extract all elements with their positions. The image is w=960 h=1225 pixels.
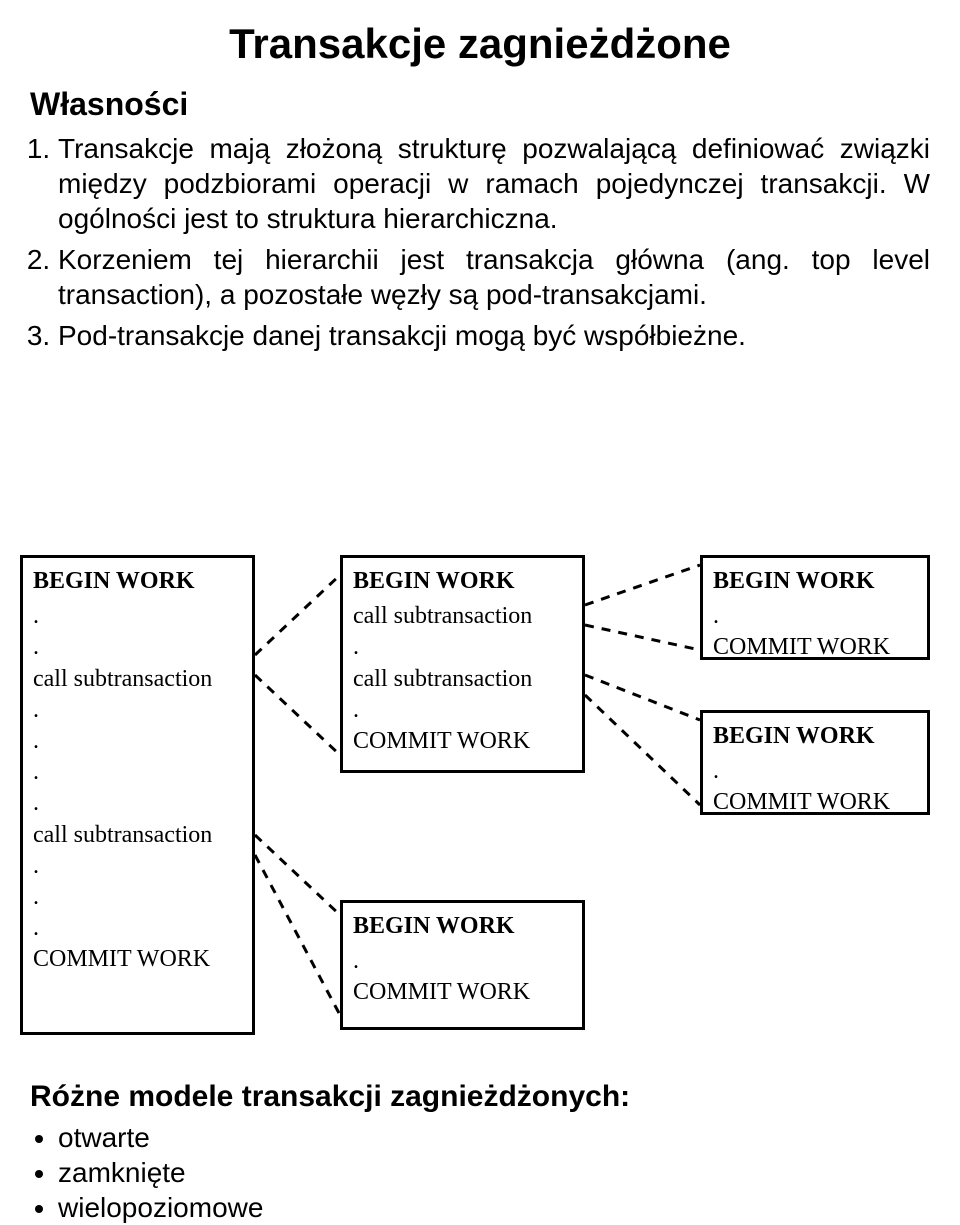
model-item: zamknięte	[58, 1155, 263, 1190]
box-line: .	[33, 913, 242, 944]
property-item: Pod-transakcje danej transakcji mogą być…	[58, 318, 930, 353]
diagram: BEGIN WORK..call subtransaction....call …	[20, 555, 940, 1075]
page: Transakcje zagnieżdżone Własności Transa…	[0, 0, 960, 1222]
box-line: COMMIT WORK	[33, 944, 242, 975]
box-line: BEGIN WORK	[713, 566, 917, 597]
box-line: .	[353, 695, 572, 726]
diagram-edge	[255, 855, 340, 1015]
property-item: Korzeniem tej hierarchii jest transakcja…	[58, 242, 930, 312]
box-line: .	[33, 632, 242, 663]
box-line: COMMIT WORK	[713, 632, 917, 663]
model-item: otwarte	[58, 1120, 263, 1155]
box-line: .	[33, 726, 242, 757]
models-heading: Różne modele transakcji zagnieżdżonych:	[30, 1080, 630, 1114]
diagram-edge	[255, 575, 340, 655]
transaction-box: BEGIN WORK.COMMIT WORK	[700, 710, 930, 815]
box-line: BEGIN WORK	[353, 911, 572, 942]
box-line: .	[353, 946, 572, 977]
transaction-box: BEGIN WORKcall subtransaction.call subtr…	[340, 555, 585, 773]
box-line: BEGIN WORK	[353, 566, 572, 597]
transaction-box: BEGIN WORK.COMMIT WORK	[700, 555, 930, 660]
box-line: .	[713, 756, 917, 787]
box-line: COMMIT WORK	[353, 977, 572, 1008]
box-line: .	[33, 757, 242, 788]
models-list: otwarte zamknięte wielopoziomowe	[30, 1120, 263, 1225]
transaction-box: BEGIN WORK..call subtransaction....call …	[20, 555, 255, 1035]
model-item: wielopoziomowe	[58, 1190, 263, 1225]
page-title: Transakcje zagnieżdżone	[30, 20, 930, 68]
box-line: .	[33, 695, 242, 726]
transaction-box: BEGIN WORK.COMMIT WORK	[340, 900, 585, 1030]
box-line: .	[713, 601, 917, 632]
box-line: call subtransaction	[33, 820, 242, 851]
diagram-edge	[585, 625, 700, 650]
box-line: call subtransaction	[353, 601, 572, 632]
box-line: BEGIN WORK	[33, 566, 242, 597]
box-line: .	[33, 788, 242, 819]
property-item: Transakcje mają złożoną strukturę pozwal…	[58, 131, 930, 236]
box-line: COMMIT WORK	[353, 726, 572, 757]
box-line: call subtransaction	[33, 664, 242, 695]
box-line: COMMIT WORK	[713, 787, 917, 818]
box-line: BEGIN WORK	[713, 721, 917, 752]
box-line: .	[33, 882, 242, 913]
diagram-edge	[255, 835, 340, 915]
diagram-edge	[585, 565, 700, 605]
properties-list: Transakcje mają złożoną strukturę pozwal…	[30, 131, 930, 353]
box-line: call subtransaction	[353, 664, 572, 695]
box-line: .	[33, 601, 242, 632]
diagram-edge	[255, 675, 340, 755]
box-line: .	[33, 851, 242, 882]
diagram-edge	[585, 695, 700, 805]
box-line: .	[353, 632, 572, 663]
properties-heading: Własności	[30, 86, 930, 123]
